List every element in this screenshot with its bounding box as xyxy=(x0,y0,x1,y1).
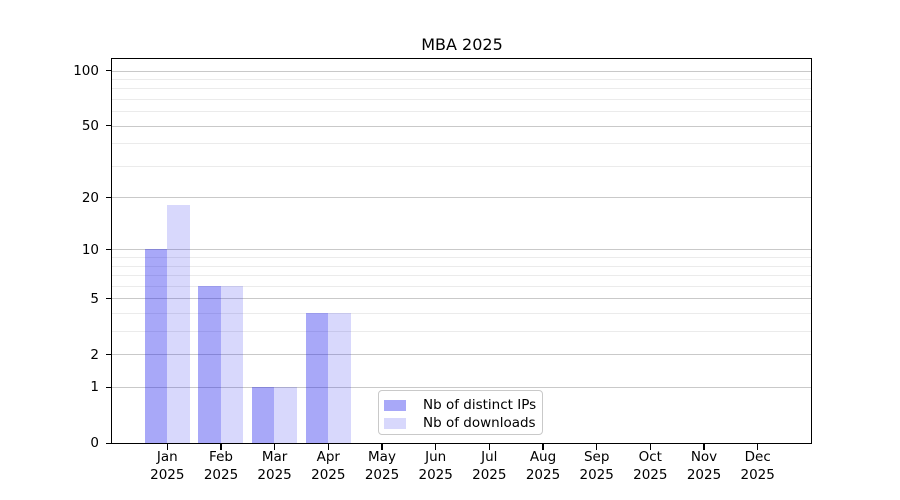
gridline-minor-8 xyxy=(112,265,812,267)
gridline-major-50 xyxy=(112,125,812,127)
x-tick-label-nov: Nov 2025 xyxy=(686,449,722,483)
bar-distinct-ips-feb xyxy=(198,285,221,443)
gridline-minor-40 xyxy=(112,143,812,145)
gridline-minor-7 xyxy=(112,275,812,277)
gridline-major-20 xyxy=(112,197,812,199)
bar-downloads-jan xyxy=(167,205,190,443)
bar-downloads-apr xyxy=(328,313,351,443)
y-tick-label-1: 1 xyxy=(90,379,99,396)
y-tick-label-100: 100 xyxy=(73,62,99,79)
x-tick-mark-oct xyxy=(649,444,651,450)
x-tick-label-aug: Aug 2025 xyxy=(525,449,561,483)
y-tick-mark-2 xyxy=(105,353,112,356)
gridline-minor-90 xyxy=(112,78,812,80)
y-tick-mark-20 xyxy=(105,196,112,199)
gridline-major-1 xyxy=(112,387,812,389)
gridline-major-100 xyxy=(112,70,812,72)
gridline-minor-80 xyxy=(112,88,812,90)
bar-distinct-ips-jan xyxy=(144,249,168,443)
y-tick-mark-5 xyxy=(105,298,112,300)
x-tick-label-apr: Apr 2025 xyxy=(311,449,346,483)
x-tick-label-sep: Sep 2025 xyxy=(579,449,614,483)
gridline-minor-4 xyxy=(112,313,812,315)
gridline-major-2 xyxy=(112,354,812,356)
gridline-major-10 xyxy=(112,249,812,251)
y-tick-mark-0 xyxy=(105,442,112,444)
x-tick-label-mar: Mar 2025 xyxy=(257,449,292,483)
legend-item-downloads: Nb of downloads xyxy=(384,414,542,432)
legend-label-distinct-ips: Nb of distinct IPs xyxy=(423,397,537,413)
y-tick-label-5: 5 xyxy=(90,290,99,307)
x-tick-mark-aug xyxy=(542,444,544,450)
x-tick-mark-jul xyxy=(488,444,490,450)
y-tick-label-2: 2 xyxy=(90,346,99,363)
x-tick-mark-jan xyxy=(166,444,168,450)
y-tick-label-50: 50 xyxy=(81,117,99,134)
x-tick-label-may: May 2025 xyxy=(364,449,400,483)
legend-label-downloads: Nb of downloads xyxy=(423,415,536,431)
x-tick-label-oct: Oct 2025 xyxy=(633,449,668,483)
y-tick-label-20: 20 xyxy=(81,189,99,206)
legend-item-distinct-ips: Nb of distinct IPs xyxy=(384,396,542,414)
y-tick-label-0: 0 xyxy=(90,435,99,452)
y-tick-label-10: 10 xyxy=(81,241,99,258)
y-tick-mark-1 xyxy=(105,386,112,388)
y-tick-mark-10 xyxy=(105,249,112,251)
x-tick-mark-sep xyxy=(596,444,598,450)
gridline-minor-30 xyxy=(112,165,812,167)
x-tick-label-feb: Feb 2025 xyxy=(203,449,239,483)
x-tick-mark-apr xyxy=(327,444,329,450)
plot-area xyxy=(111,58,813,445)
legend-swatch-distinct-ips xyxy=(384,399,406,411)
bar-downloads-feb xyxy=(220,285,244,443)
x-tick-mark-feb xyxy=(220,444,222,450)
x-tick-mark-mar xyxy=(274,444,276,450)
x-tick-label-jul: Jul 2025 xyxy=(472,449,507,483)
gridline-minor-3 xyxy=(112,331,812,333)
x-tick-mark-dec xyxy=(757,444,759,450)
x-tick-mark-jun xyxy=(435,444,437,450)
x-tick-label-dec: Dec 2025 xyxy=(740,449,775,483)
gridline-minor-70 xyxy=(112,98,812,100)
gridline-minor-9 xyxy=(112,257,812,259)
gridline-major-5 xyxy=(112,298,812,300)
bar-distinct-ips-mar xyxy=(251,387,275,443)
x-tick-label-jun: Jun 2025 xyxy=(418,449,453,483)
x-tick-mark-nov xyxy=(703,444,705,450)
chart-title: MBA 2025 xyxy=(421,35,503,54)
legend-swatch-downloads xyxy=(384,417,406,429)
legend: Nb of distinct IPs Nb of downloads xyxy=(378,390,543,435)
y-tick-mark-100 xyxy=(105,70,112,72)
y-tick-mark-50 xyxy=(105,125,112,127)
x-tick-mark-may xyxy=(381,444,383,450)
x-tick-label-jan: Jan 2025 xyxy=(150,449,185,483)
gridline-minor-60 xyxy=(112,111,812,113)
gridline-minor-6 xyxy=(112,285,812,287)
bar-distinct-ips-apr xyxy=(305,313,329,443)
bar-downloads-mar xyxy=(274,387,297,443)
